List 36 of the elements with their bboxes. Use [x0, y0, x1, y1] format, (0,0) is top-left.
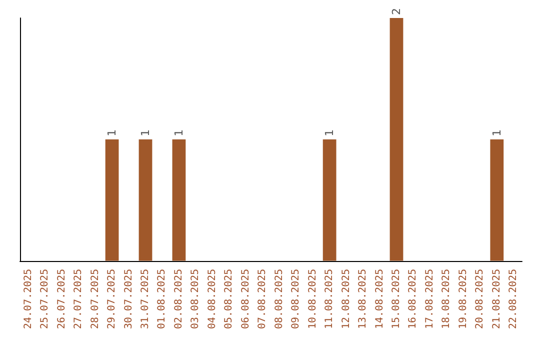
- x-tick-label: 20.08.2025: [474, 268, 486, 330]
- x-tick-label: 17.08.2025: [424, 268, 436, 330]
- x-tick-label: 02.08.2025: [173, 268, 184, 330]
- x-tick-label: 05.08.2025: [224, 268, 235, 330]
- x-tick-label: 22.08.2025: [508, 268, 520, 330]
- data-label: 1: [139, 129, 152, 136]
- data-label: 2: [390, 8, 403, 15]
- x-tick-label: 08.08.2025: [274, 268, 285, 330]
- x-tick-label: 30.07.2025: [123, 268, 134, 330]
- x-tick-label: 27.07.2025: [73, 268, 84, 330]
- data-label: 1: [323, 129, 336, 136]
- x-tick-label: 25.07.2025: [40, 268, 51, 330]
- x-tick-label: 11.08.2025: [324, 268, 336, 330]
- x-tick-label: 06.08.2025: [240, 268, 252, 330]
- x-tick-label: 18.08.2025: [441, 268, 452, 330]
- data-label: 1: [106, 129, 119, 136]
- x-tick-label: 07.08.2025: [257, 268, 268, 330]
- x-tick-label: 09.08.2025: [290, 268, 302, 330]
- x-tick-label: 31.07.2025: [140, 268, 151, 330]
- data-label: 1: [490, 129, 504, 136]
- x-tick-label: 16.08.2025: [408, 268, 419, 330]
- x-tick-label: 28.07.2025: [90, 268, 101, 330]
- x-tick-label: 13.08.2025: [358, 268, 369, 330]
- x-tick-label: 12.08.2025: [340, 268, 352, 330]
- x-tick-label: 15.08.2025: [391, 268, 402, 330]
- x-tick-label: 24.07.2025: [22, 268, 34, 330]
- x-tick-label: 03.08.2025: [190, 268, 202, 330]
- x-tick-label: 14.08.2025: [374, 268, 386, 330]
- x-tick-label: 01.08.2025: [156, 268, 168, 330]
- x-tick-label: 21.08.2025: [491, 268, 502, 330]
- x-tick-label: 04.08.2025: [206, 268, 218, 330]
- x-tick-label: 19.08.2025: [458, 268, 469, 330]
- data-label: 1: [172, 129, 186, 136]
- x-tick-label: 29.07.2025: [106, 268, 118, 330]
- x-tick-label: 26.07.2025: [56, 268, 68, 330]
- x-tick-label: 10.08.2025: [307, 268, 318, 330]
